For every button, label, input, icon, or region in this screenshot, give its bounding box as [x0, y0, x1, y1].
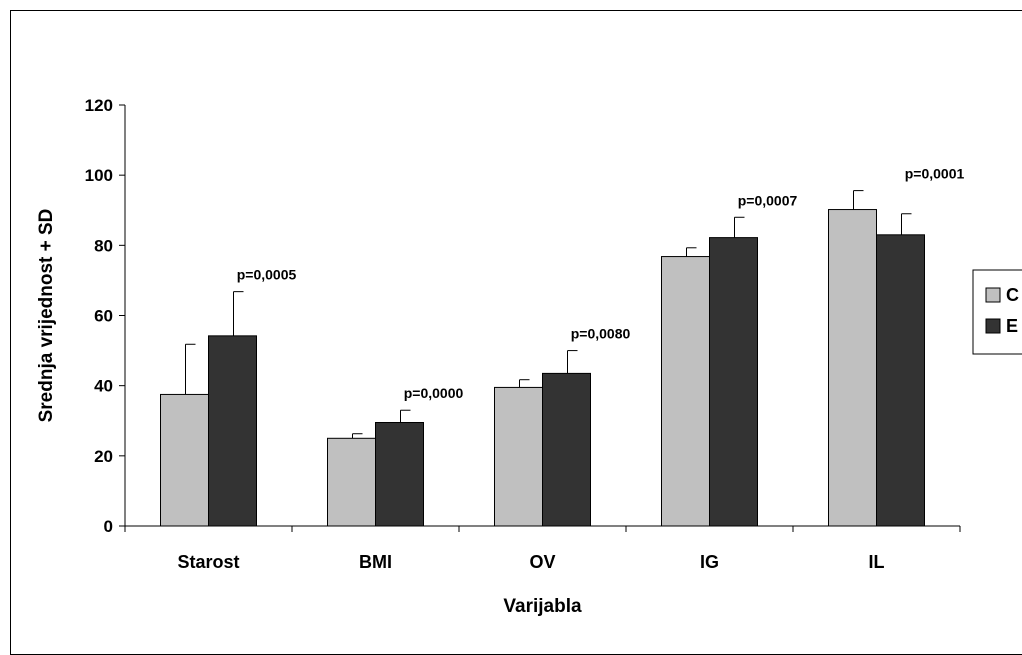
legend-label-e: E	[1006, 316, 1018, 336]
legend-swatch-e	[985, 318, 1001, 334]
bar-e	[876, 234, 925, 527]
y-tick-label: 0	[104, 517, 113, 536]
legend-swatch-c	[985, 287, 1001, 303]
bar-e	[542, 372, 591, 527]
bar-chart: p=0,0005 p=0,0000 p=0,0080 p=0,0007 p=0,0001…	[36, 96, 1022, 617]
y-tick-label: 100	[85, 166, 113, 185]
bar-c	[494, 386, 543, 527]
x-tick-label: BMI	[359, 552, 392, 572]
tick-labels: 0 20 40 60 80 100 120 Starost BMI OV IG IL	[85, 96, 885, 572]
bar-c	[160, 393, 209, 527]
legend-label-c: C	[1006, 285, 1019, 305]
p-value-label: p=0,0080	[571, 326, 631, 342]
x-tick-label: Starost	[177, 552, 239, 572]
y-tick-label: 80	[94, 236, 113, 255]
x-tick-label: IG	[700, 552, 719, 572]
y-tick-label: 40	[94, 377, 113, 396]
bars-group	[160, 209, 925, 527]
x-tick-label: IL	[869, 552, 885, 572]
y-tick-label: 60	[94, 307, 113, 326]
x-tick-label: OV	[529, 552, 555, 572]
legend: CE	[972, 269, 1022, 355]
legend-box	[972, 269, 1022, 355]
y-axis-title: Srednja vrijednost + SD	[36, 209, 57, 423]
bar-c	[661, 256, 710, 527]
p-value-labels: p=0,0005 p=0,0000 p=0,0080 p=0,0007 p=0,0001	[237, 166, 965, 402]
bar-e	[208, 335, 257, 527]
bar-e	[375, 422, 424, 527]
error-bars-group	[185, 190, 912, 439]
bar-e	[709, 237, 758, 527]
p-value-label: p=0,0001	[905, 166, 965, 182]
bar-c	[327, 437, 376, 527]
bar-c	[828, 209, 877, 527]
x-axis-title: Varijabla	[503, 596, 582, 617]
y-tick-label: 120	[85, 96, 113, 115]
p-value-label: p=0,0007	[738, 192, 798, 208]
p-value-label: p=0,0005	[237, 267, 297, 283]
y-tick-label: 20	[94, 447, 113, 466]
p-value-label: p=0,0000	[404, 385, 464, 401]
